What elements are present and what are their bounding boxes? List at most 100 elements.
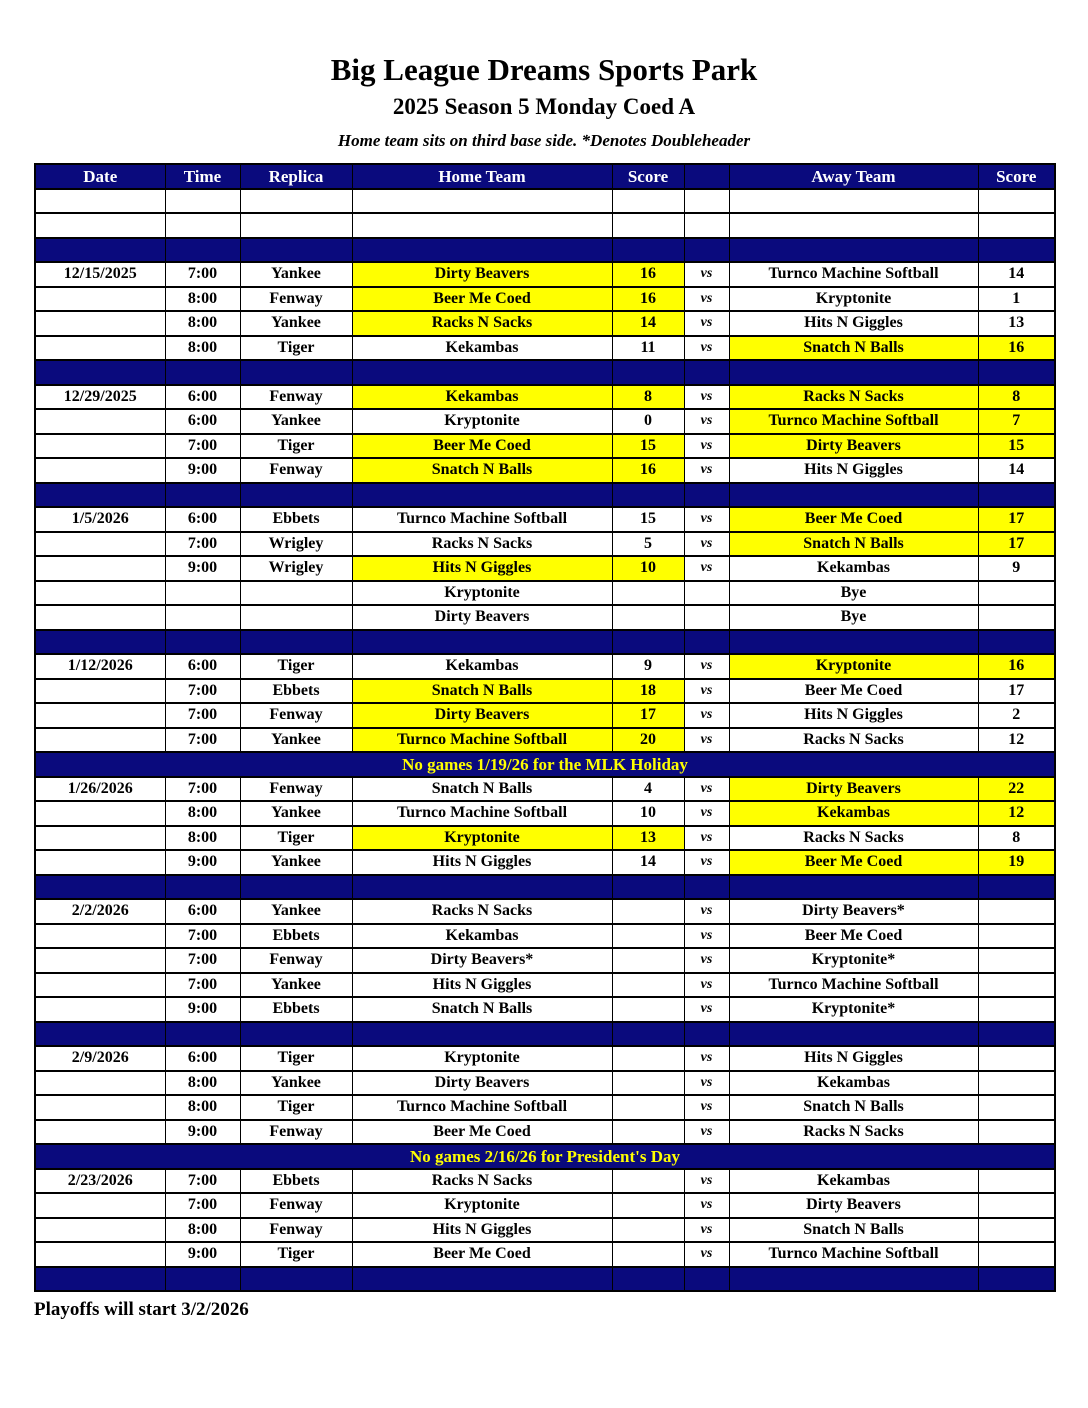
home-team-cell: Hits N Giggles (351, 849, 613, 876)
home-score-cell (611, 1118, 685, 1145)
spacer-cell (611, 1265, 685, 1292)
time-cell: 8:00 (164, 1094, 241, 1121)
spacer-cell (164, 628, 241, 655)
replica-cell: Yankee (239, 898, 353, 925)
game-row: 7:00 Ebbets Kekambas vs Beer Me Coed (34, 922, 1056, 949)
vs-cell: vs (683, 261, 730, 288)
home-score-cell: 17 (611, 702, 685, 729)
spacer-row (34, 1020, 1056, 1047)
spacer-cell (728, 628, 979, 655)
spacer-cell (164, 236, 241, 263)
away-score-cell: 12 (977, 726, 1056, 753)
away-score-cell: 12 (977, 800, 1056, 827)
replica-cell: Ebbets (239, 1167, 353, 1194)
home-score-cell (611, 898, 685, 925)
away-team-cell: Beer Me Coed (728, 922, 979, 949)
away-team-cell: Beer Me Coed (728, 506, 979, 533)
time-cell: 7:00 (164, 1192, 241, 1219)
replica-cell: Ebbets (239, 506, 353, 533)
column-header-home-team: Home Team (351, 163, 613, 190)
date-cell (34, 1094, 166, 1121)
spacer-cell (977, 1265, 1056, 1292)
time-cell: 6:00 (164, 383, 241, 410)
home-score-cell (611, 1069, 685, 1096)
date-cell (34, 530, 166, 557)
spacer-cell (164, 1265, 241, 1292)
home-team-cell: Beer Me Coed (351, 285, 613, 312)
spacer-row (34, 628, 1056, 655)
away-team-cell: Hits N Giggles (728, 1045, 979, 1072)
spacer-cell (164, 1020, 241, 1047)
game-row: 8:00 Fenway Hits N Giggles vs Snatch N Balls (34, 1216, 1056, 1243)
home-score-cell: 4 (611, 775, 685, 802)
date-cell (34, 579, 166, 606)
home-score-cell: 10 (611, 800, 685, 827)
replica-cell: Tiger (239, 1045, 353, 1072)
home-team-cell: Dirty Beavers (351, 261, 613, 288)
game-row: 8:00 Yankee Dirty Beavers vs Kekambas (34, 1069, 1056, 1096)
away-team-cell: Turnco Machine Softball (728, 261, 979, 288)
game-row: 2/9/2026 6:00 Tiger Kryptonite vs Hits N Gigg… (34, 1045, 1056, 1072)
spacer-cell (34, 1265, 166, 1292)
spacer-cell (728, 481, 979, 508)
away-team-cell: Racks N Sacks (728, 383, 979, 410)
game-row: 6:00 Yankee Kryptonite 0 vs Turnco Machine So… (34, 408, 1056, 435)
home-score-cell (611, 604, 685, 631)
date-cell: 12/29/2025 (34, 383, 166, 410)
away-score-cell: 9 (977, 555, 1056, 582)
game-row: 9:00 Fenway Beer Me Coed vs Racks N Sacks (34, 1118, 1056, 1145)
vs-cell: vs (683, 1045, 730, 1072)
time-cell: 8:00 (164, 800, 241, 827)
game-row: Dirty Beavers Bye (34, 604, 1056, 631)
away-score-cell: 16 (977, 653, 1056, 680)
away-team-cell: Kekambas (728, 555, 979, 582)
home-score-cell (611, 1192, 685, 1219)
page-subtitle: 2025 Season 5 Monday Coed A (392, 94, 696, 119)
home-team-cell: Dirty Beavers (351, 702, 613, 729)
empty-cell (728, 212, 979, 239)
time-cell (164, 604, 241, 631)
empty-cell (34, 187, 166, 214)
game-row: 12/15/2025 7:00 Yankee Dirty Beavers 16 vs Tur… (34, 261, 1056, 288)
home-score-cell (611, 996, 685, 1023)
game-row: 7:00 Fenway Dirty Beavers 17 vs Hits N Giggle… (34, 702, 1056, 729)
replica-cell: Ebbets (239, 996, 353, 1023)
vs-cell (683, 579, 730, 606)
spacer-row (34, 873, 1056, 900)
vs-cell: vs (683, 653, 730, 680)
vs-cell: vs (683, 1216, 730, 1243)
replica-cell: Fenway (239, 1192, 353, 1219)
time-cell: 7:00 (164, 1167, 241, 1194)
spacer-cell (611, 359, 685, 386)
spacer-cell (977, 873, 1056, 900)
empty-cell (164, 212, 241, 239)
away-score-cell: 14 (977, 457, 1056, 484)
time-cell: 8:00 (164, 824, 241, 851)
spacer-cell (34, 481, 166, 508)
date-cell (34, 457, 166, 484)
page-tagline: Home team sits on third base side. *Deno… (337, 131, 751, 150)
home-team-cell: Racks N Sacks (351, 530, 613, 557)
time-cell: 9:00 (164, 849, 241, 876)
time-cell: 6:00 (164, 506, 241, 533)
away-score-cell: 19 (977, 849, 1056, 876)
game-row: 9:00 Ebbets Snatch N Balls vs Kryptonite* (34, 996, 1056, 1023)
time-cell (164, 579, 241, 606)
away-team-cell: Hits N Giggles (728, 702, 979, 729)
home-score-cell (611, 971, 685, 998)
game-row: 1/26/2026 7:00 Fenway Snatch N Balls 4 vs Dirt… (34, 775, 1056, 802)
away-score-cell (977, 1167, 1056, 1194)
empty-cell (239, 187, 353, 214)
date-cell (34, 849, 166, 876)
spacer-cell (977, 481, 1056, 508)
game-row: 8:00 Tiger Kryptonite 13 vs Racks N Sacks 8 (34, 824, 1056, 851)
time-cell: 9:00 (164, 1118, 241, 1145)
away-score-cell: 17 (977, 530, 1056, 557)
spacer-cell (34, 1020, 166, 1047)
away-score-cell: 22 (977, 775, 1056, 802)
home-team-cell: Snatch N Balls (351, 457, 613, 484)
spacer-row (34, 1265, 1056, 1292)
time-cell: 8:00 (164, 285, 241, 312)
home-team-cell: Snatch N Balls (351, 677, 613, 704)
date-cell: 12/15/2025 (34, 261, 166, 288)
